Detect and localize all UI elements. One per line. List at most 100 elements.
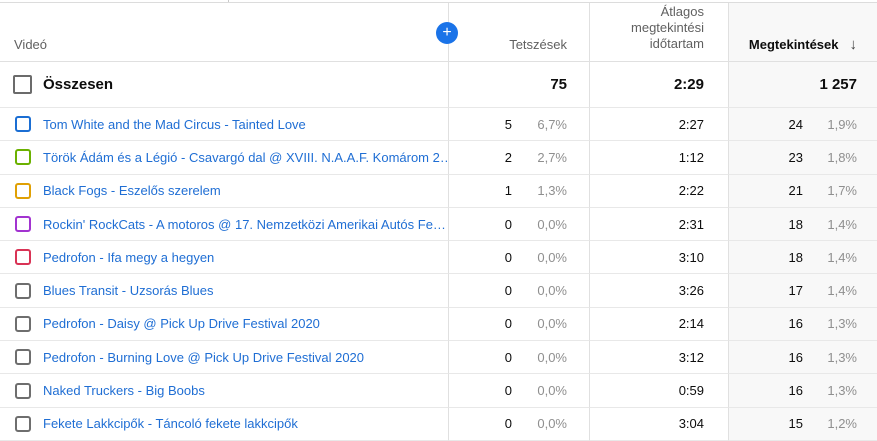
video-row-views-cell: 18 1,4% xyxy=(728,241,877,275)
video-title-link[interactable]: Black Fogs - Eszelős szerelem xyxy=(43,183,221,199)
avg-duration-value: 2:14 xyxy=(678,316,704,332)
video-row-avg-duration-cell: 3:04 xyxy=(589,407,728,441)
likes-percent: 0,0% xyxy=(537,349,567,365)
row-checkbox[interactable] xyxy=(15,349,31,366)
likes-value: 0 xyxy=(504,416,512,432)
video-row-avg-duration-cell: 2:22 xyxy=(589,174,728,208)
row-checkbox[interactable] xyxy=(15,216,31,233)
totals-row-video-cell: Összesen xyxy=(0,62,448,108)
video-row-likes-cell: 0 0,0% xyxy=(448,241,589,275)
likes-value: 0 xyxy=(504,316,512,332)
views-percent: 1,2% xyxy=(827,416,857,432)
video-title-link[interactable]: Fekete Lakkcipők - Táncoló fekete lakkci… xyxy=(43,416,298,432)
views-value: 18 xyxy=(788,249,803,265)
video-row-likes-cell: 0 0,0% xyxy=(448,274,589,308)
likes-value: 0 xyxy=(504,216,512,232)
video-row-avg-duration-cell: 3:26 xyxy=(589,274,728,308)
video-title-link[interactable]: Pedrofon - Ifa megy a hegyen xyxy=(43,249,215,265)
views-value: 16 xyxy=(788,383,803,399)
video-row-title-cell: Török Ádám és a Légió - Csavargó dal @ X… xyxy=(0,141,448,175)
video-row-likes-cell: 0 0,0% xyxy=(448,207,589,242)
video-title-link[interactable]: Pedrofon - Burning Love @ Pick Up Drive … xyxy=(43,349,365,365)
views-percent: 1,4% xyxy=(827,216,857,232)
likes-percent: 6,7% xyxy=(537,116,567,132)
video-row-avg-duration-cell: 2:27 xyxy=(589,108,728,142)
views-percent: 1,7% xyxy=(827,183,857,199)
video-title-link[interactable]: Blues Transit - Uzsorás Blues xyxy=(43,283,214,299)
row-checkbox[interactable] xyxy=(15,415,31,432)
row-checkbox[interactable] xyxy=(15,249,31,266)
totals-views-cell: 1 257 xyxy=(728,62,877,108)
avg-duration-value: 2:22 xyxy=(678,183,704,199)
views-value: 21 xyxy=(788,183,803,199)
video-row-title-cell: Black Fogs - Eszelős szerelem xyxy=(0,175,448,208)
row-checkbox[interactable] xyxy=(15,382,31,399)
likes-percent: 0,0% xyxy=(537,216,567,232)
video-row-avg-duration-cell: 3:12 xyxy=(589,341,728,375)
video-row-likes-cell: 2 2,7% xyxy=(448,141,589,175)
column-header-views[interactable]: Megtekintések ↓ xyxy=(728,3,877,62)
totals-avg-duration-value: 2:29 xyxy=(673,76,704,93)
avg-duration-value: 3:10 xyxy=(678,249,704,265)
video-row-avg-duration-cell: 1:12 xyxy=(589,141,728,175)
column-header-video-label: Videó xyxy=(14,37,48,52)
top-strip xyxy=(0,0,877,3)
avg-duration-value: 1:12 xyxy=(678,149,704,165)
select-all-checkbox[interactable] xyxy=(13,75,32,94)
likes-percent: 0,0% xyxy=(537,249,567,265)
video-title-link[interactable]: Tom White and the Mad Circus - Tainted L… xyxy=(43,116,306,132)
views-value: 17 xyxy=(788,283,803,299)
column-header-avg-duration[interactable]: Átlagos megtekintési időtartam xyxy=(589,3,728,62)
views-percent: 1,8% xyxy=(827,149,857,165)
video-row-views-cell: 24 1,9% xyxy=(728,108,877,142)
analytics-table: Videó Tetszések Átlagos megtekintési idő… xyxy=(0,3,877,441)
video-row-avg-duration-cell: 3:10 xyxy=(589,241,728,275)
video-title-link[interactable]: Naked Truckers - Big Boobs xyxy=(43,383,205,399)
video-row-avg-duration-cell: 2:31 xyxy=(589,207,728,242)
row-checkbox[interactable] xyxy=(15,182,31,199)
video-row-title-cell: Pedrofon - Ifa megy a hegyen xyxy=(0,241,448,275)
video-title-link[interactable]: Pedrofon - Daisy @ Pick Up Drive Festiva… xyxy=(43,316,320,332)
video-title-link[interactable]: Török Ádám és a Légió - Csavargó dal @ X… xyxy=(43,149,448,165)
column-header-likes[interactable]: Tetszések xyxy=(448,3,589,62)
views-value: 18 xyxy=(788,216,803,232)
views-value: 24 xyxy=(788,116,803,132)
row-checkbox[interactable] xyxy=(15,315,31,332)
avg-duration-value: 3:12 xyxy=(678,349,704,365)
video-title-link[interactable]: Rockin' RockCats - A motoros @ 17. Nemze… xyxy=(43,216,446,232)
video-row-views-cell: 21 1,7% xyxy=(728,174,877,208)
avg-duration-value: 3:26 xyxy=(678,283,704,299)
likes-value: 5 xyxy=(504,116,512,132)
table-top-border xyxy=(0,2,877,3)
video-row-title-cell: Pedrofon - Burning Love @ Pick Up Drive … xyxy=(0,341,448,375)
column-header-video: Videó xyxy=(0,3,448,62)
likes-percent: 1,3% xyxy=(537,183,567,199)
video-row-views-cell: 16 1,3% xyxy=(728,374,877,408)
views-percent: 1,4% xyxy=(827,249,857,265)
likes-value: 0 xyxy=(504,383,512,399)
sort-descending-arrow-icon: ↓ xyxy=(849,36,858,53)
video-row-avg-duration-cell: 0:59 xyxy=(589,374,728,408)
views-percent: 1,9% xyxy=(827,116,857,132)
video-row-views-cell: 18 1,4% xyxy=(728,207,877,242)
video-row-views-cell: 23 1,8% xyxy=(728,141,877,175)
likes-percent: 0,0% xyxy=(537,383,567,399)
likes-value: 0 xyxy=(504,349,512,365)
avg-duration-value: 0:59 xyxy=(678,383,704,399)
row-checkbox[interactable] xyxy=(15,149,31,166)
views-percent: 1,3% xyxy=(827,349,857,365)
likes-value: 1 xyxy=(504,183,512,199)
video-row-views-cell: 17 1,4% xyxy=(728,274,877,308)
add-metric-button[interactable]: + xyxy=(436,22,458,44)
totals-avg-duration-cell: 2:29 xyxy=(589,62,728,108)
avg-duration-value: 2:27 xyxy=(678,116,704,132)
video-row-title-cell: Blues Transit - Uzsorás Blues xyxy=(0,274,448,308)
column-header-views-label: Megtekintések ↓ xyxy=(749,37,857,52)
row-checkbox[interactable] xyxy=(15,282,31,299)
avg-duration-value: 3:04 xyxy=(678,416,704,432)
plus-icon: + xyxy=(442,24,452,41)
row-checkbox[interactable] xyxy=(15,116,31,133)
video-row-avg-duration-cell: 2:14 xyxy=(589,307,728,342)
likes-percent: 2,7% xyxy=(537,149,567,165)
